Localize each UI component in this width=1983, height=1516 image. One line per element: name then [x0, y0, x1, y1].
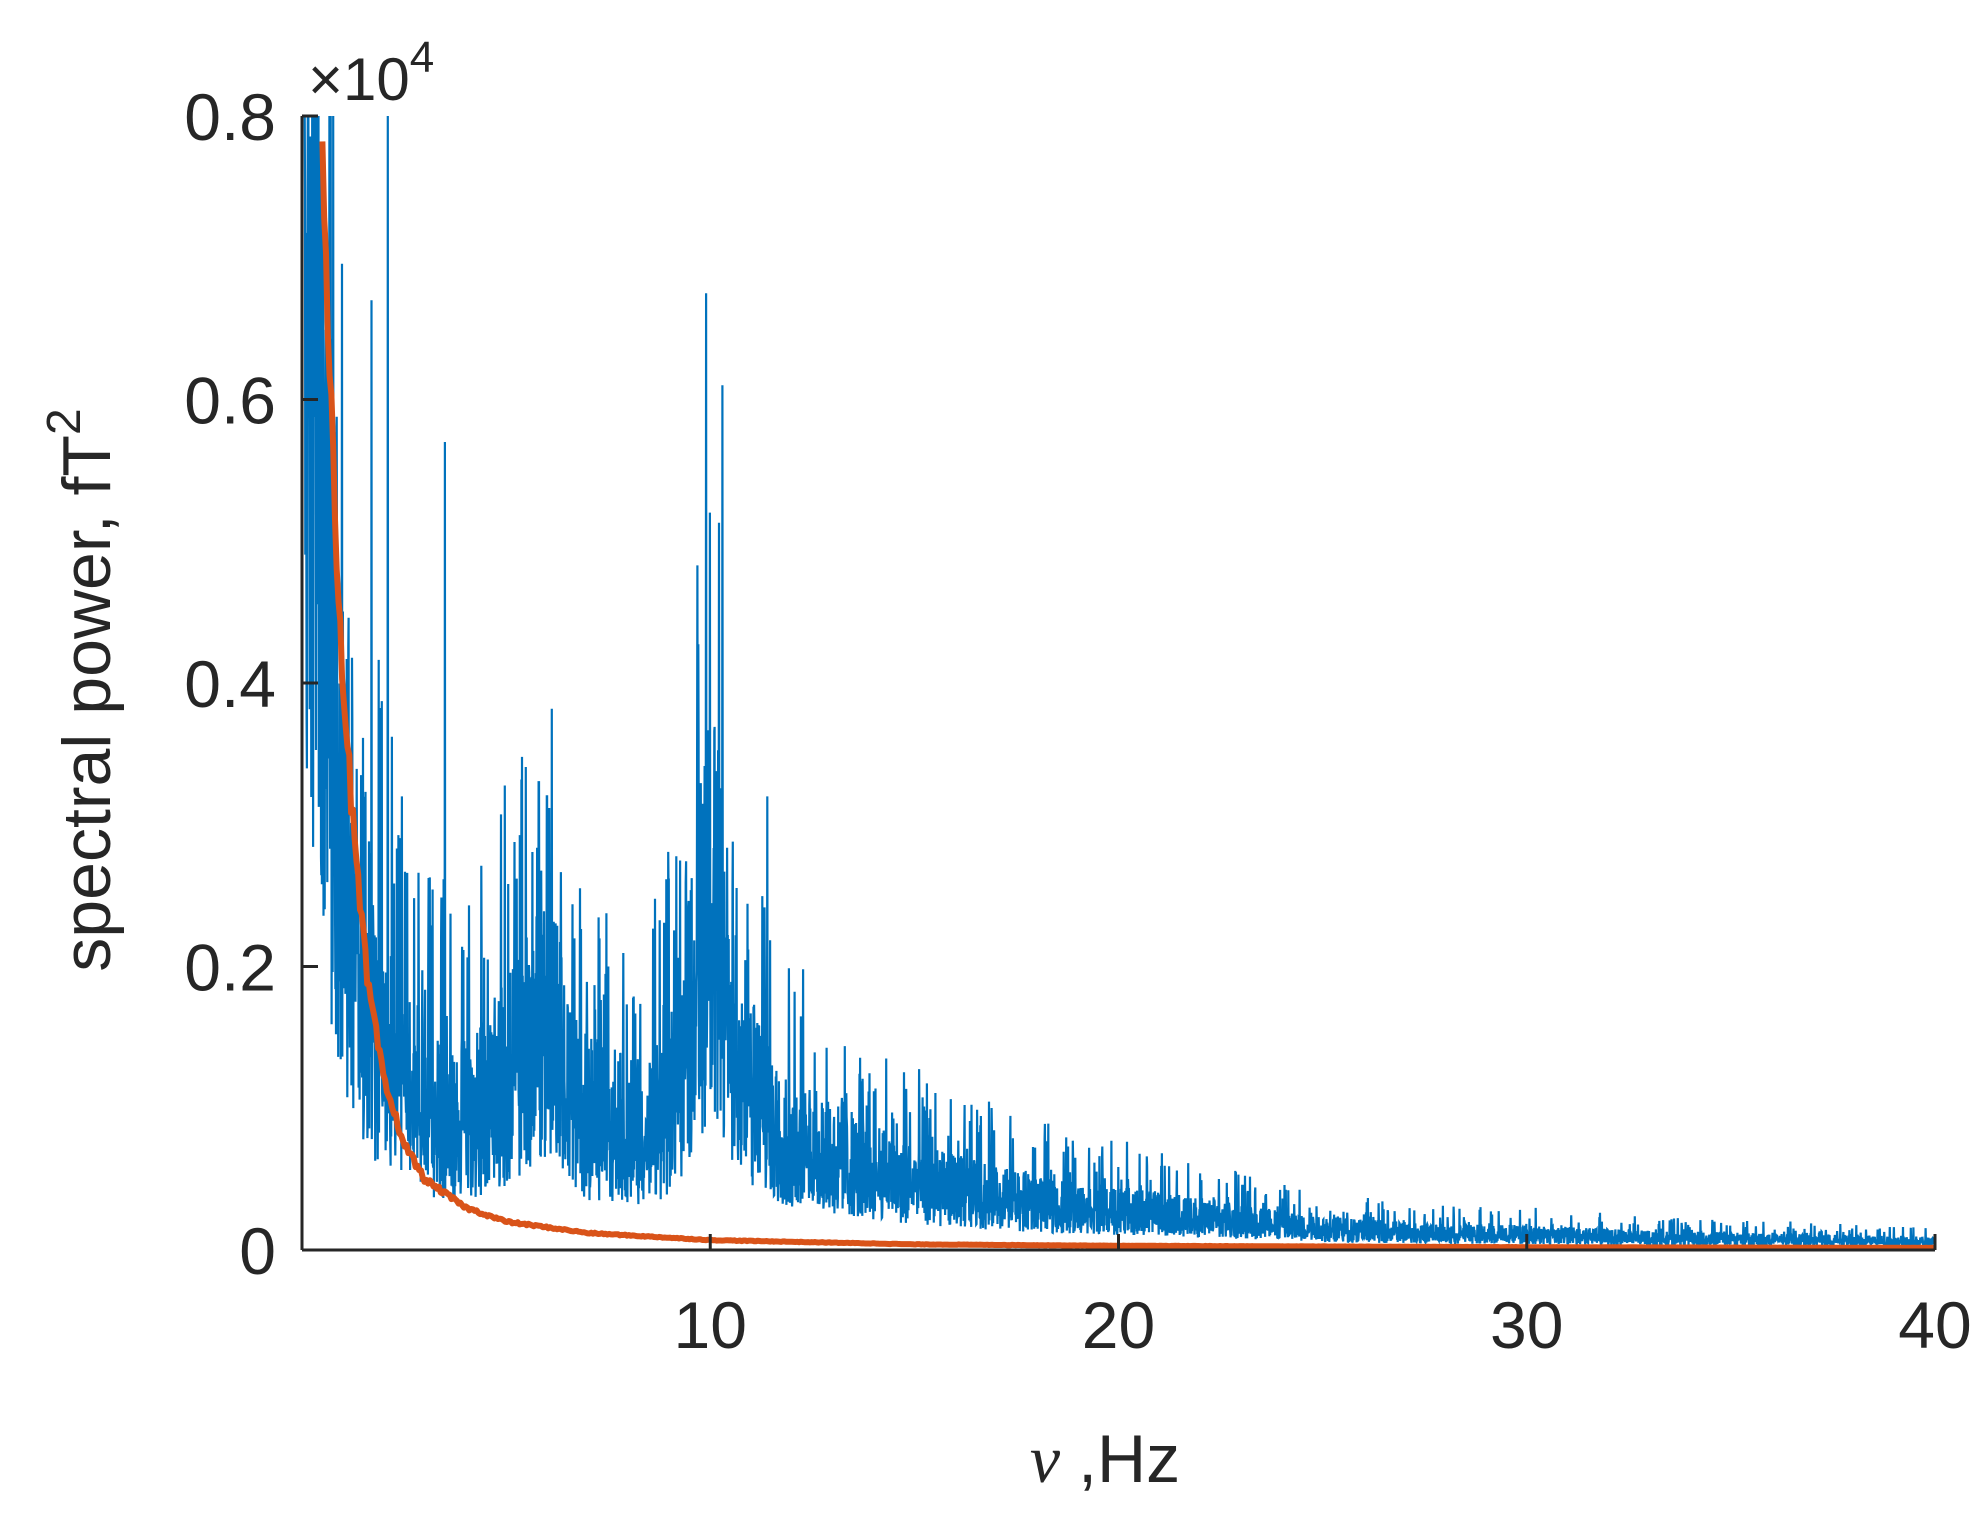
- x-tick-label: 20: [1082, 1288, 1155, 1362]
- x-axis-unit: ,Hz: [1078, 1421, 1180, 1497]
- y-axis-label-superscript: 2: [38, 408, 91, 435]
- x-axis-symbol: ν: [1030, 1421, 1061, 1497]
- y-multiplier-exponent: 4: [410, 33, 434, 82]
- y-tick-label: 0: [239, 1214, 276, 1288]
- plot-area: [303, 116, 1935, 1250]
- x-axis-label: ν ,Hz: [1030, 1421, 1180, 1497]
- y-multiplier: ×104: [308, 33, 434, 113]
- series-line-spectrum: [303, 116, 1935, 1250]
- y-ticks: 0 0.2 0.4 0.6 0.8: [184, 80, 318, 1288]
- y-tick-label: 0.4: [184, 647, 276, 721]
- x-tick-label: 30: [1490, 1288, 1563, 1362]
- y-tick-label: 0.2: [184, 931, 276, 1005]
- series-line-fit: [319, 141, 1935, 1250]
- x-tick-label: 10: [674, 1288, 747, 1362]
- y-axis-label: spectral power, fT2: [38, 408, 125, 971]
- x-tick-label: 40: [1898, 1288, 1971, 1362]
- y-tick-label: 0.6: [184, 364, 276, 438]
- x-ticks: 10 20 30 40: [674, 1234, 1972, 1362]
- y-tick-label: 0.8: [184, 80, 276, 154]
